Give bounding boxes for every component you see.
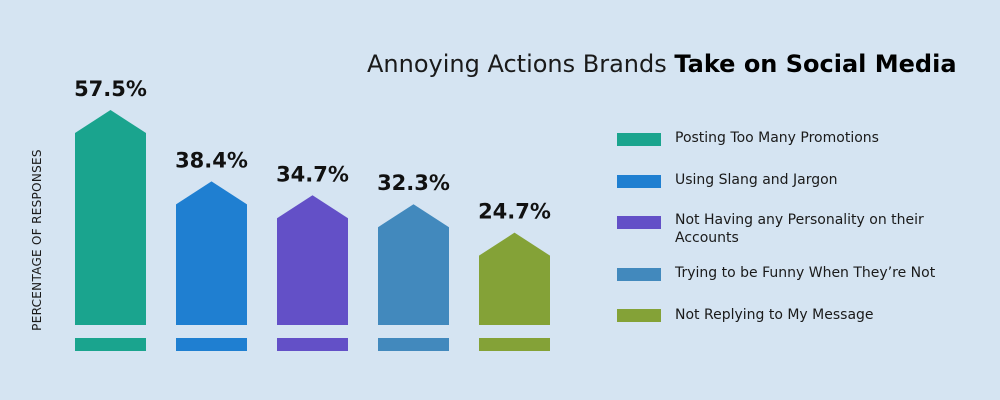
data-label: 38.4% [175, 148, 248, 172]
legend-swatch [617, 133, 661, 146]
data-label: 24.7% [478, 200, 551, 224]
data-label: 57.5% [74, 77, 147, 101]
chart-title-bold: Take on Social Media [674, 50, 957, 78]
legend-swatch [617, 268, 661, 281]
bar-base [75, 338, 146, 351]
bar [176, 181, 247, 325]
legend-swatch [617, 309, 661, 322]
legend-swatch [617, 216, 661, 229]
data-label: 34.7% [276, 162, 349, 186]
legend-label: Trying to be Funny When They’re Not [675, 265, 936, 281]
legend-label: Using Slang and Jargon [675, 172, 838, 188]
chart-title-regular: Annoying Actions Brands [367, 50, 675, 78]
legend-label: Not Replying to My Message [675, 307, 874, 323]
bar [277, 195, 348, 325]
legend-label: Not Having any Personality on their Acco… [675, 212, 924, 246]
data-label: 32.3% [377, 171, 450, 195]
bar-base [479, 338, 550, 351]
bar [75, 110, 146, 325]
legend-label: Posting Too Many Promotions [675, 130, 879, 146]
chart-title: Annoying Actions Brands Take on Social M… [367, 50, 987, 78]
bar [378, 204, 449, 325]
bar-base [176, 338, 247, 351]
bar [479, 232, 550, 325]
bar-base [378, 338, 449, 351]
legend-swatch [617, 175, 661, 188]
bar-base [277, 338, 348, 351]
